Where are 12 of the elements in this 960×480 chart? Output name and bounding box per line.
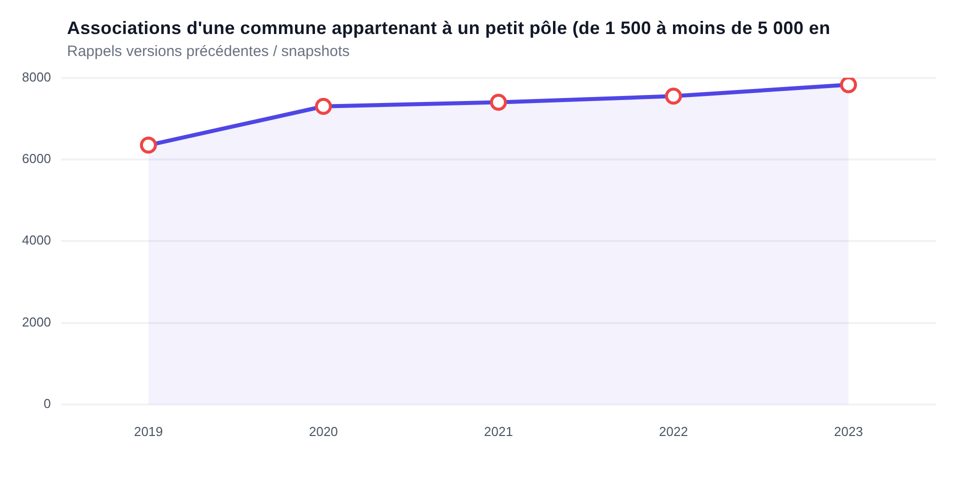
y-tick-label: 2000 — [22, 314, 51, 330]
x-tick-label: 2023 — [834, 424, 863, 439]
chart-title: Associations d'une commune appartenant à un petit pôle (de 1 500 à moins de 5 000 en — [67, 18, 832, 39]
y-tick-label: 6000 — [22, 151, 51, 166]
x-tick-label: 2019 — [134, 424, 163, 439]
x-tick-label: 2021 — [484, 424, 513, 439]
y-tick-label: 4000 — [22, 232, 51, 248]
x-tick-label: 2022 — [659, 424, 688, 439]
y-tick-label: 0 — [44, 396, 51, 411]
y-tick-label: 8000 — [22, 69, 51, 84]
chart-subtitle: Rappels versions précédentes / snapshots — [67, 43, 351, 60]
x-tick-label: 2020 — [308, 424, 338, 439]
